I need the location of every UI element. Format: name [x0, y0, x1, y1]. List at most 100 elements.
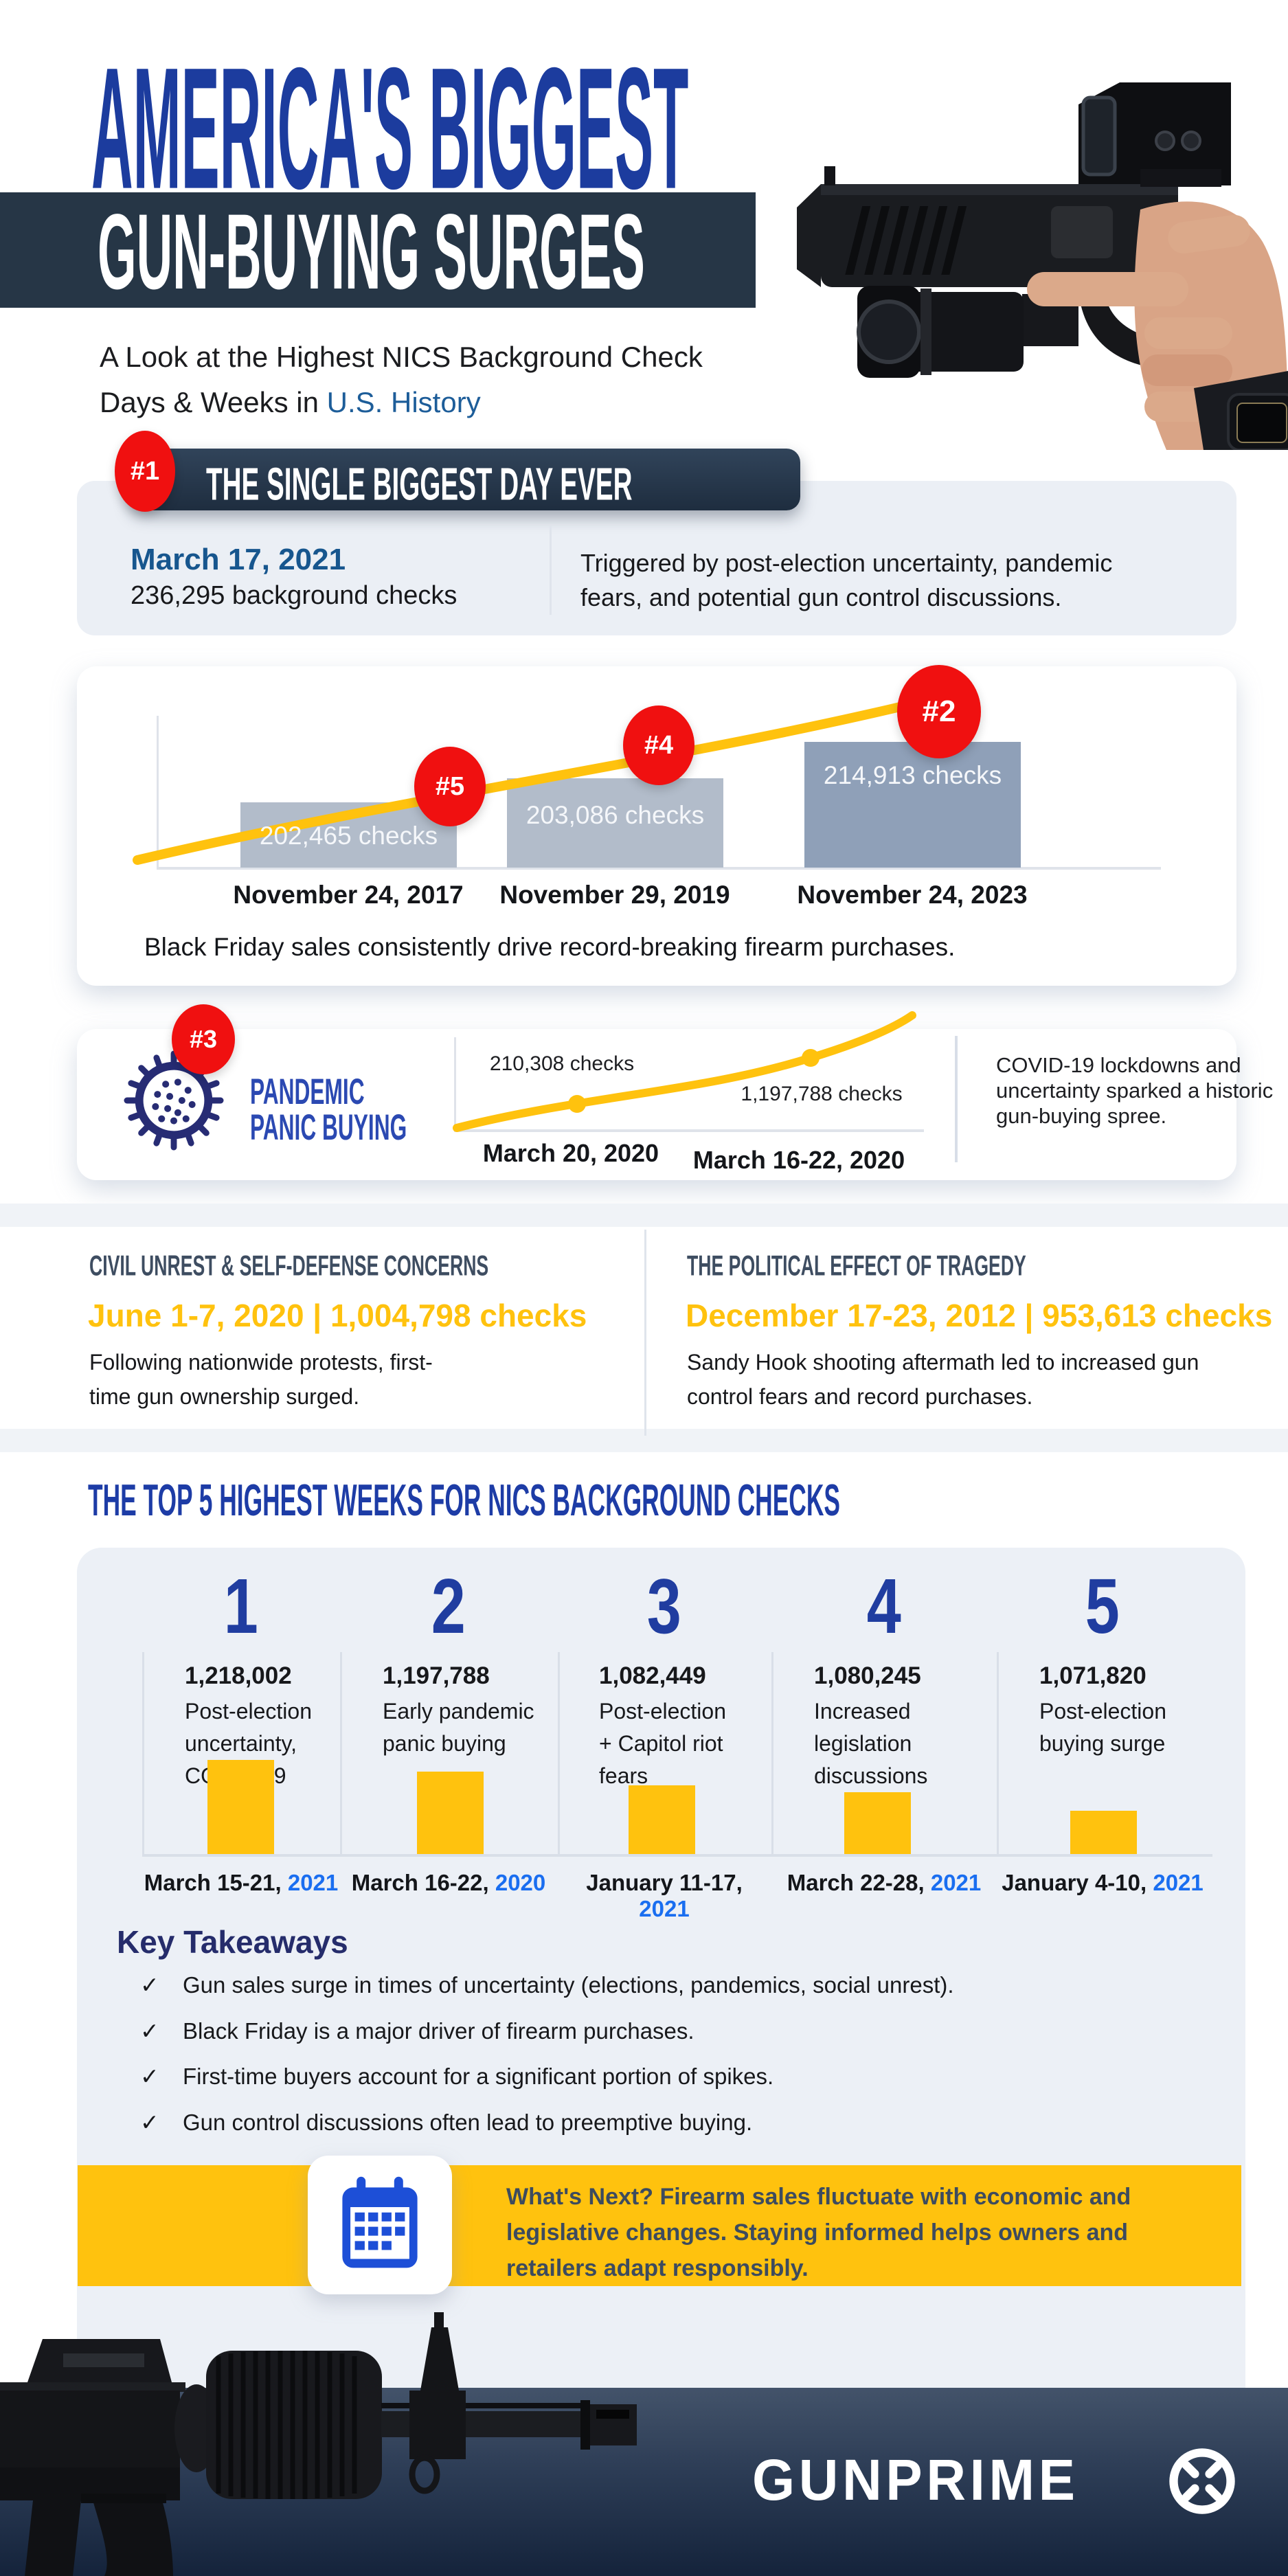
subtitle-line1: A Look at the Highest NICS Background Ch… — [100, 341, 703, 373]
whats-next-banner — [78, 2165, 1241, 2286]
brand-logo: GUNPRIME — [752, 2451, 1096, 2509]
top5-divider-5 — [997, 1652, 999, 1855]
top5-label-4a: Increased — [814, 1699, 911, 1724]
top5-date-1: March 15-21, 2021 — [138, 1870, 344, 1896]
rank-2-badge: #2 — [897, 665, 981, 758]
single-day-stat: 236,295 background checks — [131, 581, 457, 610]
top5-bar-4 — [844, 1792, 911, 1854]
rank-5-badge: #5 — [414, 747, 486, 826]
tragedy-heading-text: THE POLITICAL EFFECT OF TRAGEDY — [687, 1249, 1026, 1282]
rank-1-badge-label: #1 — [130, 456, 160, 486]
top5-divider-3 — [558, 1652, 560, 1855]
civil-unrest-stat: June 1-7, 2020 | 1,004,798 checks — [88, 1298, 587, 1333]
subtitle-line2: Days & Weeks in U.S. History — [100, 386, 481, 419]
thumb — [1168, 214, 1250, 254]
bf-y-axis — [157, 716, 159, 868]
calendar-icon — [342, 2176, 418, 2268]
bf-bar-1-label: 202,465 checks — [259, 822, 438, 850]
page-title-line2: GUN-BUYING SURGES — [98, 198, 1075, 305]
top5-heading-text: THE TOP 5 HIGHEST WEEKS FOR NICS BACKGRO… — [88, 1476, 840, 1526]
tragedy-body-2: control fears and record purchases. — [687, 1384, 1033, 1409]
takeaway-1-text: Gun sales surge in times of uncertainty … — [183, 1972, 954, 1998]
pandemic-title-2-text: PANIC BUYING — [250, 1107, 407, 1149]
rank-3-badge-label: #3 — [189, 1025, 218, 1053]
single-day-desc2: fears, and potential gun control discuss… — [580, 583, 1062, 611]
top5-rank-5: 5 — [1034, 1568, 1171, 1645]
bf-bar-3-label: 214,913 checks — [823, 761, 1002, 789]
bf-bar-3 — [804, 742, 1021, 868]
pandemic-line-chart — [453, 1011, 916, 1132]
separator-band-2 — [0, 1429, 1288, 1452]
top5-date-2-text: March 16-22, — [351, 1870, 495, 1895]
pandemic-divider — [955, 1036, 958, 1162]
top5-value-2: 1,197,788 — [383, 1662, 490, 1689]
pandemic-xlabel-2: March 16-22, 2020 — [692, 1146, 905, 1174]
bf-bar-2-label: 203,086 checks — [526, 801, 705, 829]
bf-caption: Black Friday sales consistently drive re… — [144, 933, 956, 961]
bf-x-axis — [157, 867, 1161, 870]
takeaway-4-text: Gun control discussions often lead to pr… — [183, 2110, 753, 2135]
top5-date-4: March 22-28, 2021 — [781, 1870, 987, 1896]
rank-4-badge-label: #4 — [644, 730, 674, 760]
subtitle-highlight: U.S. History — [326, 386, 481, 418]
civil-unrest-heading-text: CIVIL UNREST & SELF-DEFENSE CONCERNS — [89, 1249, 489, 1282]
single-day-banner-label: THE SINGLE BIGGEST DAY EVER — [206, 457, 633, 510]
takeaway-2-text: Black Friday is a major driver of firear… — [183, 2018, 694, 2044]
top5-rank-5-text: 5 — [1085, 1563, 1120, 1650]
check-icon: ✓ — [140, 2110, 159, 2135]
pandemic-y-axis — [454, 1037, 456, 1131]
tragedy-heading: THE POLITICAL EFFECT OF TRAGEDY — [687, 1251, 1145, 1279]
top5-label-3a: Post-election — [599, 1699, 726, 1724]
columns-divider — [644, 1230, 646, 1436]
bf-bar-2 — [507, 778, 723, 868]
top5-label-3b: + Capitol riot — [599, 1731, 723, 1756]
whats-next-1: What's Next? Firearm sales fluctuate wit… — [506, 2184, 1131, 2210]
pandemic-point1-label: 210,308 checks — [489, 1052, 635, 1075]
pandemic-note: COVID-19 lockdowns and uncertainty spark… — [996, 1052, 1273, 1129]
top5-rank-4-text: 4 — [866, 1563, 902, 1650]
pistol-photo — [756, 0, 1288, 450]
top5-date-5-text: January 4-10, — [1002, 1870, 1153, 1895]
index-finger — [1027, 272, 1188, 306]
pandemic-xlabel-1: March 20, 2020 — [482, 1139, 659, 1167]
top5-date-3-text: January 11-17, — [586, 1870, 743, 1895]
civil-unrest-body-2: time gun ownership surged. — [89, 1384, 360, 1409]
top5-label-2a: Early pandemic — [383, 1699, 534, 1724]
top5-rank-1: 1 — [172, 1568, 310, 1645]
top5-label-1b: uncertainty, — [185, 1731, 297, 1756]
top5-year-2: 2020 — [495, 1870, 546, 1895]
tragedy-stat: December 17-23, 2012 | 953,613 checks — [686, 1298, 1273, 1333]
rank-3-badge: #3 — [172, 1004, 235, 1074]
top5-value-1: 1,218,002 — [185, 1662, 292, 1689]
takeaway-3-text: First-time buyers account for a signific… — [183, 2064, 774, 2089]
top5-label-5a: Post-election — [1039, 1699, 1166, 1724]
whats-next-2: legislative changes. Staying informed he… — [506, 2219, 1129, 2246]
tragedy-body: Sandy Hook shooting aftermath led to inc… — [687, 1345, 1199, 1414]
top5-date-4-text: March 22-28, — [787, 1870, 931, 1895]
top5-date-2: March 16-22, 2020 — [346, 1870, 552, 1896]
magazine — [93, 2500, 173, 2576]
check-icon: ✓ — [140, 2018, 159, 2044]
single-day-date: March 17, 2021 — [131, 543, 346, 576]
rank-4-badge: #4 — [623, 705, 694, 785]
pandemic-title-2: PANIC BUYING — [250, 1109, 468, 1146]
top5-label-2b: panic buying — [383, 1731, 506, 1756]
whats-next-text: What's Next? Firearm sales fluctuate wit… — [506, 2179, 1131, 2286]
top5-label-5b: buying surge — [1039, 1731, 1166, 1756]
takeaway-3: ✓ First-time buyers account for a signifi… — [140, 2063, 773, 2090]
separator-band-1 — [0, 1204, 1288, 1227]
pandemic-point-1 — [568, 1095, 586, 1113]
check-icon: ✓ — [140, 2064, 159, 2089]
title-text-2: GUN-BUYING SURGES — [98, 191, 645, 312]
pandemic-title-1: PANDEMIC — [250, 1074, 409, 1110]
light-lens — [857, 300, 921, 364]
top5-date-3: January 11-17, 2021 — [561, 1870, 767, 1922]
bf-date-3: November 24, 2023 — [797, 881, 1028, 909]
civil-unrest-heading: CIVIL UNREST & SELF-DEFENSE CONCERNS — [89, 1251, 629, 1279]
rifle-photo — [0, 2312, 637, 2576]
top5-label-1a: Post-election — [185, 1699, 312, 1724]
top5-year-4: 2021 — [930, 1870, 982, 1895]
top5-date-5: January 4-10, 2021 — [999, 1870, 1206, 1896]
brand-circle-x-icon — [1169, 2448, 1235, 2514]
